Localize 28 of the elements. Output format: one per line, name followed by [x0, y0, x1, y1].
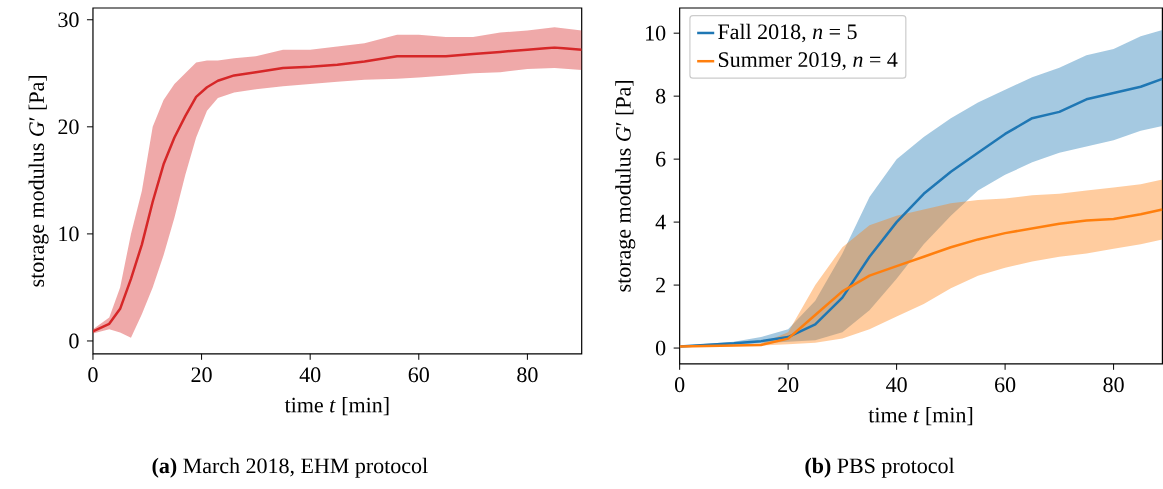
x-tick-label: 40 — [299, 367, 321, 383]
x-tick-label: 0 — [88, 367, 98, 383]
x-tick-label: 40 — [886, 377, 907, 393]
y-tick-label: 0 — [69, 333, 79, 349]
text: (b) PBS protocol — [805, 457, 955, 478]
y-tick-label: 8 — [655, 88, 666, 104]
x-tick-label: 60 — [408, 367, 429, 383]
x-tick-label: 0 — [674, 377, 685, 393]
y-tick-label: 20 — [58, 119, 79, 135]
y-tick-label: 4 — [655, 215, 666, 230]
x-tick-label: 20 — [778, 377, 799, 393]
text: (a) March 2018, EHM protocol — [152, 457, 428, 478]
x-axis-title: time t [min] — [284, 397, 389, 416]
legend-label: Fall 2018, n = 5 — [718, 23, 857, 43]
y-tick-label: 6 — [656, 151, 666, 167]
y-tick-label: 2 — [656, 277, 665, 293]
y-axis-title: storage modulus G′ [Pa] — [28, 76, 49, 287]
y-tick-label: 0 — [655, 340, 666, 356]
y-tick-label: 10 — [59, 226, 79, 242]
y-axis-title: storage modulus G′ [Pa] — [615, 81, 636, 292]
x-axis-title: time t [min] — [868, 407, 973, 426]
y-tick-label: 30 — [58, 12, 79, 28]
legend-label: Summer 2019, n = 4 — [718, 52, 898, 71]
x-tick-label: 80 — [517, 367, 538, 383]
x-tick-label: 80 — [1103, 377, 1124, 393]
x-tick-label: 60 — [995, 377, 1016, 393]
y-tick-label: 10 — [646, 25, 666, 41]
x-tick-label: 20 — [191, 367, 212, 383]
